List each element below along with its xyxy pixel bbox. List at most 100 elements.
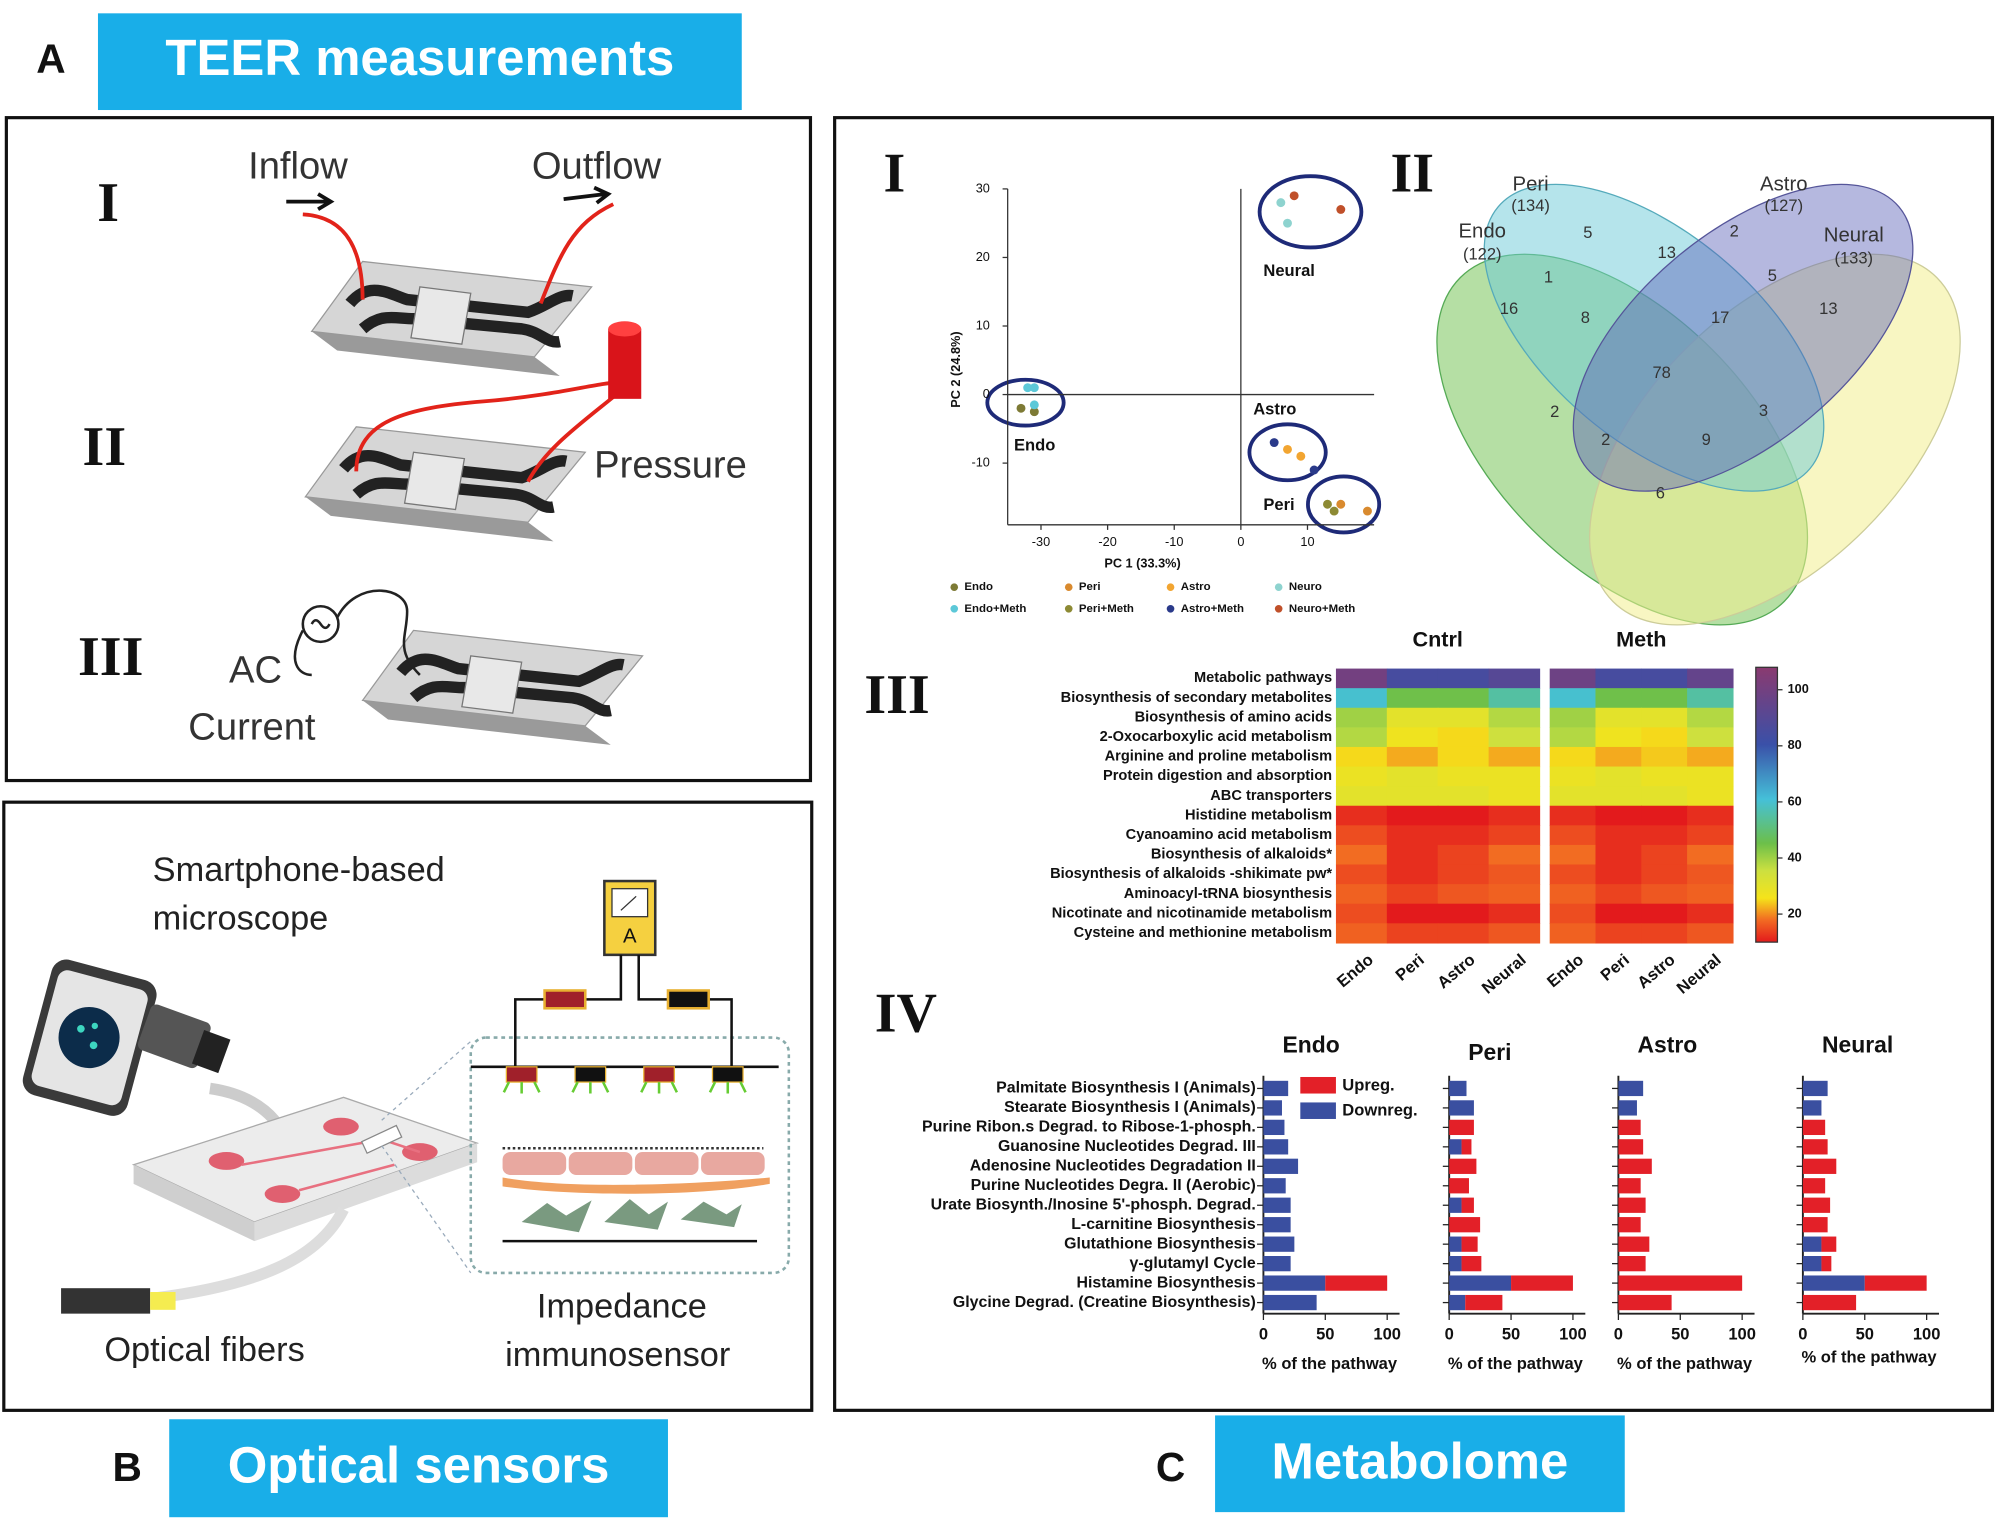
point — [1309, 465, 1319, 475]
bar — [1802, 1158, 1837, 1174]
category-label: Guanosine Nucleotides Degrad. III — [998, 1138, 1256, 1155]
row-label: ABC transporters — [1210, 788, 1332, 804]
heat-cell — [1641, 668, 1688, 689]
heat-cell — [1687, 786, 1734, 807]
x-tick-label: 100 — [1728, 1325, 1756, 1344]
heat-cell — [1437, 746, 1490, 768]
heat-cell — [1641, 844, 1688, 866]
point — [1289, 191, 1299, 201]
venn-region-count: 9 — [1702, 430, 1711, 449]
heat-cell — [1687, 668, 1734, 689]
bar — [1618, 1080, 1644, 1097]
heat-cell — [1595, 864, 1642, 885]
row-label: Biosynthesis of amino acids — [1135, 709, 1332, 725]
bar — [1263, 1236, 1295, 1252]
heat-cell — [1687, 805, 1734, 826]
y-tick-label: 10 — [976, 317, 990, 332]
heat-cell — [1437, 923, 1490, 944]
heat-cell — [1687, 727, 1734, 748]
x-tick-label: -20 — [1098, 534, 1116, 549]
heat-cell — [1595, 727, 1642, 748]
legend-swatch — [1300, 1102, 1336, 1119]
legend-swatch — [950, 604, 959, 613]
point — [1269, 438, 1279, 447]
panel-label: B — [113, 1444, 142, 1490]
heat-cell — [1488, 805, 1541, 826]
heat-cell — [1437, 844, 1490, 866]
heat-cell — [1549, 864, 1597, 885]
x-tick-label: 100 — [1559, 1325, 1587, 1344]
heat-cell — [1549, 707, 1597, 728]
heat-cell — [1386, 766, 1439, 787]
title-box — [1215, 1415, 1625, 1513]
bar — [1263, 1256, 1291, 1272]
category-label: Palmitate Biosynthesis I (Animals) — [996, 1080, 1256, 1097]
bar — [1263, 1275, 1326, 1291]
heat-cell — [1335, 903, 1388, 924]
category-label: γ-glutamyl Cycle — [1129, 1255, 1255, 1272]
x-tick-label: 0 — [1614, 1325, 1623, 1344]
heat-cell — [1687, 884, 1734, 905]
heat-cell — [1335, 923, 1388, 944]
bar — [1263, 1080, 1289, 1097]
legend-label: Endo — [964, 581, 993, 593]
legend-label: Peri — [1079, 581, 1101, 593]
venn-set-count: (127) — [1764, 196, 1803, 215]
title-box — [97, 13, 742, 111]
bar — [1449, 1119, 1474, 1136]
heat-cell — [1437, 825, 1490, 846]
heat-cell — [1437, 903, 1490, 924]
heat-cell — [1386, 668, 1439, 689]
step-label: II — [83, 416, 127, 478]
legend-swatch — [1166, 604, 1175, 613]
venn-set-name: Endo — [1458, 221, 1506, 243]
column-label: Endo — [1333, 950, 1377, 991]
heat-cell — [1488, 903, 1541, 924]
legend-label: Neuro — [1289, 581, 1322, 593]
bar — [1618, 1256, 1646, 1272]
meter-label: A — [623, 925, 637, 947]
heat-cell — [1595, 923, 1642, 944]
heat-cell — [1549, 884, 1597, 905]
bar — [1449, 1100, 1474, 1116]
pressure-label: Pressure — [594, 444, 747, 487]
step-label: III — [78, 626, 143, 688]
bar — [1263, 1197, 1291, 1213]
heat-cell — [1386, 923, 1439, 944]
legend-swatch — [1300, 1076, 1336, 1094]
bar — [1821, 1236, 1837, 1252]
heat-cell — [1549, 923, 1597, 944]
y-tick-label: -10 — [971, 454, 989, 469]
heat-cell — [1386, 903, 1439, 924]
row-label: Histidine metabolism — [1185, 807, 1332, 823]
heat-cell — [1335, 766, 1388, 787]
x-axis-label: % of the pathway — [1617, 1354, 1753, 1373]
venn-region-count: 6 — [1656, 484, 1665, 503]
bar — [1618, 1275, 1743, 1291]
heat-cell — [1641, 864, 1688, 885]
category-label: Adenosine Nucleotides Degradation II — [970, 1158, 1256, 1175]
bar — [1618, 1236, 1650, 1252]
legend-label: Neuro+Meth — [1289, 603, 1355, 615]
chart-title: Astro — [1637, 1032, 1697, 1058]
heat-cell — [1687, 903, 1734, 924]
heat-cell — [1549, 903, 1597, 924]
ac-label: Current — [188, 706, 316, 749]
venn-region-count: 5 — [1768, 266, 1777, 285]
bar — [1465, 1294, 1503, 1311]
panel-frame — [4, 116, 813, 783]
group-title: Cntrl — [1413, 626, 1463, 651]
heat-cell — [1641, 825, 1688, 846]
panel-label: A — [36, 35, 65, 81]
microscope-label: Smartphone-based — [153, 851, 445, 889]
column-label: Peri — [1597, 950, 1633, 985]
heat-cell — [1488, 923, 1541, 944]
heat-cell — [1386, 786, 1439, 807]
heat-cell — [1549, 825, 1597, 846]
point — [1029, 400, 1039, 410]
bar — [1325, 1275, 1388, 1291]
heat-cell — [1641, 805, 1688, 826]
heat-cell — [1595, 786, 1642, 807]
bar — [1802, 1100, 1822, 1116]
